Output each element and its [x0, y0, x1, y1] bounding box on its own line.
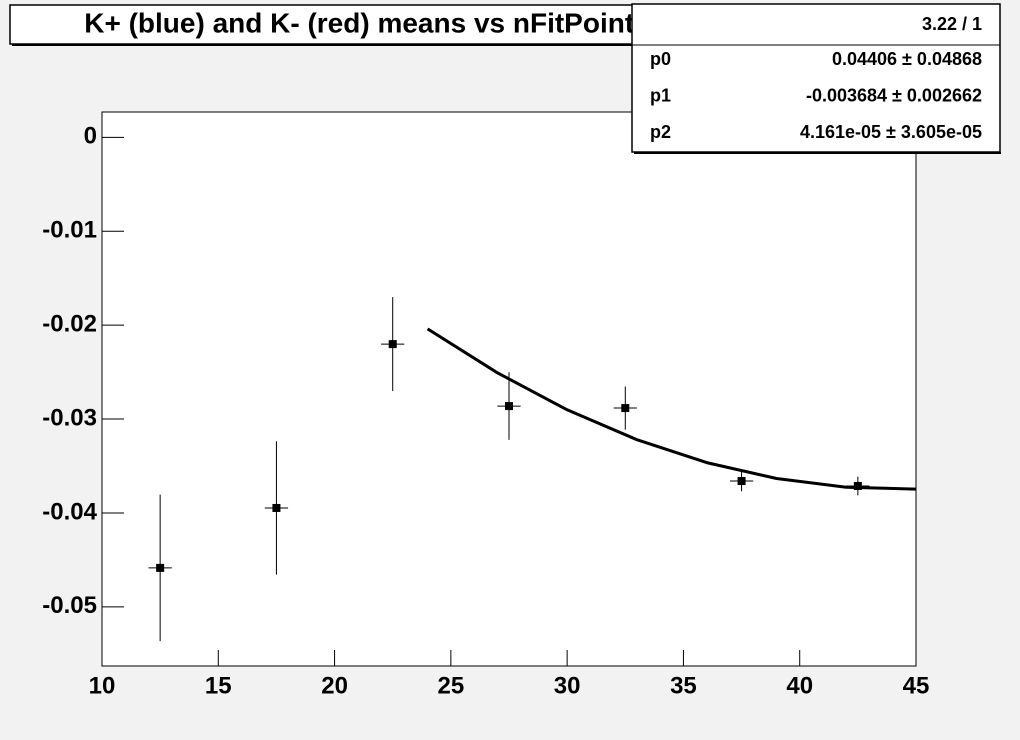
marker [388, 340, 397, 349]
stats-param-name: p2 [650, 122, 671, 142]
stats-param-name: p1 [650, 85, 671, 105]
x-tick-label: 35 [670, 672, 697, 699]
y-tick-label: -0.05 [42, 592, 97, 619]
x-tick-label: 10 [89, 672, 116, 699]
stats-box [631, 3, 1001, 153]
y-tick-label: -0.02 [42, 310, 97, 337]
fit-curve [426, 327, 917, 491]
chart-title: K+ (blue) and K- (red) means vs nFitPoin… [84, 7, 650, 38]
marker [505, 402, 513, 411]
stats-param-name: p0 [650, 49, 671, 69]
marker [272, 503, 281, 512]
x-tick-label: 15 [205, 672, 232, 699]
marker [621, 404, 630, 413]
y-tick-label: 0 [84, 123, 97, 150]
marker [156, 563, 165, 572]
x-tick-label: 40 [786, 672, 813, 699]
stats-param-value: 4.161e-05 ± 3.605e-05 [800, 122, 982, 142]
x-tick-label: 25 [438, 672, 465, 699]
marker [737, 477, 746, 486]
x-tick-label: 20 [321, 672, 348, 699]
stats-param-value: -0.003684 ± 0.002662 [806, 85, 982, 105]
marks: 0 -0.01 -0.02 -0.03 -0.04 -0.05 10 15 20 25 30 35 40… [42, 123, 929, 700]
stats-rows: p0 0.04406 ± 0.04868 p1 -0.003684 ± 0.00266… [650, 49, 982, 142]
stats-param-value: 0.04406 ± 0.04868 [832, 49, 982, 69]
y-tick-label: -0.04 [42, 498, 97, 525]
stats-title: 3.22 / 1 [922, 14, 982, 34]
y-tick-label: -0.01 [42, 217, 97, 244]
y-tick-label: -0.03 [42, 404, 97, 431]
x-tick-label: 45 [903, 672, 930, 699]
x-tick-label: 30 [554, 672, 581, 699]
marker [853, 481, 862, 490]
